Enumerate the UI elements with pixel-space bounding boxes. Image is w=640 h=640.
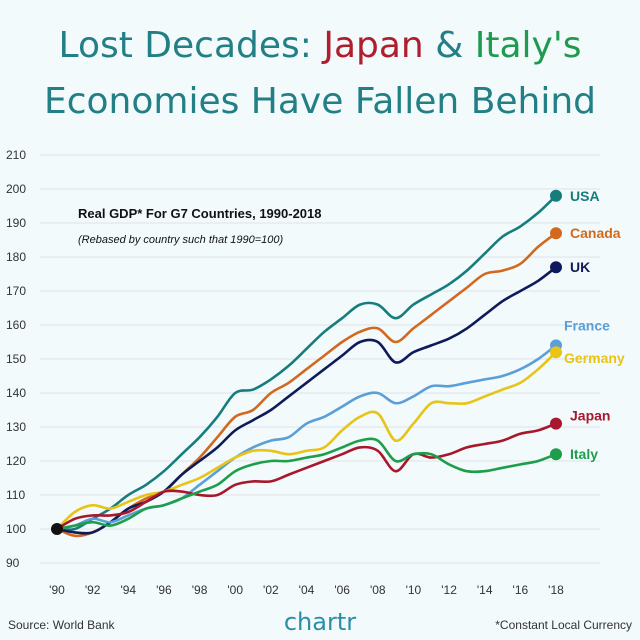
x-axis-ticks: '90 '92 '94 '96 '98 '00 '02 '04 '06 '08 '10 '12 '14 '… [49, 583, 564, 597]
origin-point [51, 523, 63, 535]
x-tick-label: '00 [227, 583, 243, 597]
title-ampersand: & [423, 25, 475, 66]
y-tick-label: 170 [6, 284, 26, 298]
title-japan: Japan [323, 25, 424, 66]
x-tick-label: '90 [49, 583, 65, 597]
endpoint-uk [550, 261, 562, 274]
x-tick-label: '06 [334, 583, 350, 597]
y-tick-label: 90 [6, 556, 20, 570]
series-line-italy [55, 437, 558, 531]
series-labels: Canada USA UK France Germany Japan Italy [564, 188, 625, 462]
chart-grid [40, 154, 600, 564]
y-tick-label: 100 [6, 522, 26, 536]
y-tick-label: 120 [6, 454, 26, 468]
series-line-usa [55, 194, 558, 532]
y-tick-label: 140 [6, 386, 26, 400]
x-tick-label: '10 [406, 583, 422, 597]
x-tick-label: '12 [441, 583, 457, 597]
x-tick-label: '98 [192, 583, 208, 597]
title-prefix: Lost Decades: [58, 25, 324, 66]
y-tick-label: 200 [6, 182, 26, 196]
endpoint-canada [550, 227, 562, 240]
title-line-2: Economies Have Fallen Behind [43, 81, 597, 122]
x-tick-label: '18 [548, 583, 564, 597]
x-tick-label: '04 [299, 583, 315, 597]
x-tick-label: '02 [263, 583, 279, 597]
series-label-france: France [564, 317, 610, 333]
series-label-uk: UK [570, 259, 590, 275]
endpoint-germany [550, 346, 562, 359]
x-tick-label: '96 [156, 583, 172, 597]
y-tick-label: 180 [6, 250, 26, 264]
x-tick-label: '08 [370, 583, 386, 597]
title-line-1: Lost Decades: Japan & Italy's [0, 28, 640, 64]
chart-title: Real GDP* For G7 Countries, 1990-2018 [78, 206, 321, 221]
y-tick-label: 150 [6, 352, 26, 366]
brand-logo: chartr [283, 608, 357, 636]
series-line-canada [55, 231, 558, 538]
y-tick-label: 110 [6, 488, 25, 502]
y-axis-ticks: 90 100 110 120 130 140 150 160 170 180 190 200 210 [6, 148, 26, 570]
series-label-usa: USA [570, 188, 600, 204]
chart-subtitle: (Rebased by country such that 1990=100) [78, 234, 283, 246]
currency-note: *Constant Local Currency [495, 618, 632, 632]
series-label-italy: Italy [570, 446, 598, 462]
y-tick-label: 130 [6, 420, 26, 434]
x-tick-label: '94 [120, 583, 136, 597]
endpoint-japan [550, 417, 562, 430]
source-note: Source: World Bank [8, 618, 115, 632]
y-tick-label: 210 [6, 148, 26, 162]
series-line-germany [55, 350, 558, 531]
series-line-japan [55, 422, 558, 531]
endpoint-usa [550, 189, 562, 202]
y-tick-label: 190 [6, 216, 26, 230]
series-label-germany: Germany [564, 350, 625, 366]
series-label-japan: Japan [570, 408, 610, 424]
x-tick-label: '92 [85, 583, 101, 597]
endpoint-italy [550, 448, 562, 461]
title-italy: Italy's [474, 25, 582, 66]
x-tick-label: '14 [477, 583, 493, 597]
series-label-canada: Canada [570, 225, 621, 241]
chart-series [51, 189, 562, 538]
y-tick-label: 160 [6, 318, 26, 332]
x-tick-label: '16 [513, 583, 529, 597]
